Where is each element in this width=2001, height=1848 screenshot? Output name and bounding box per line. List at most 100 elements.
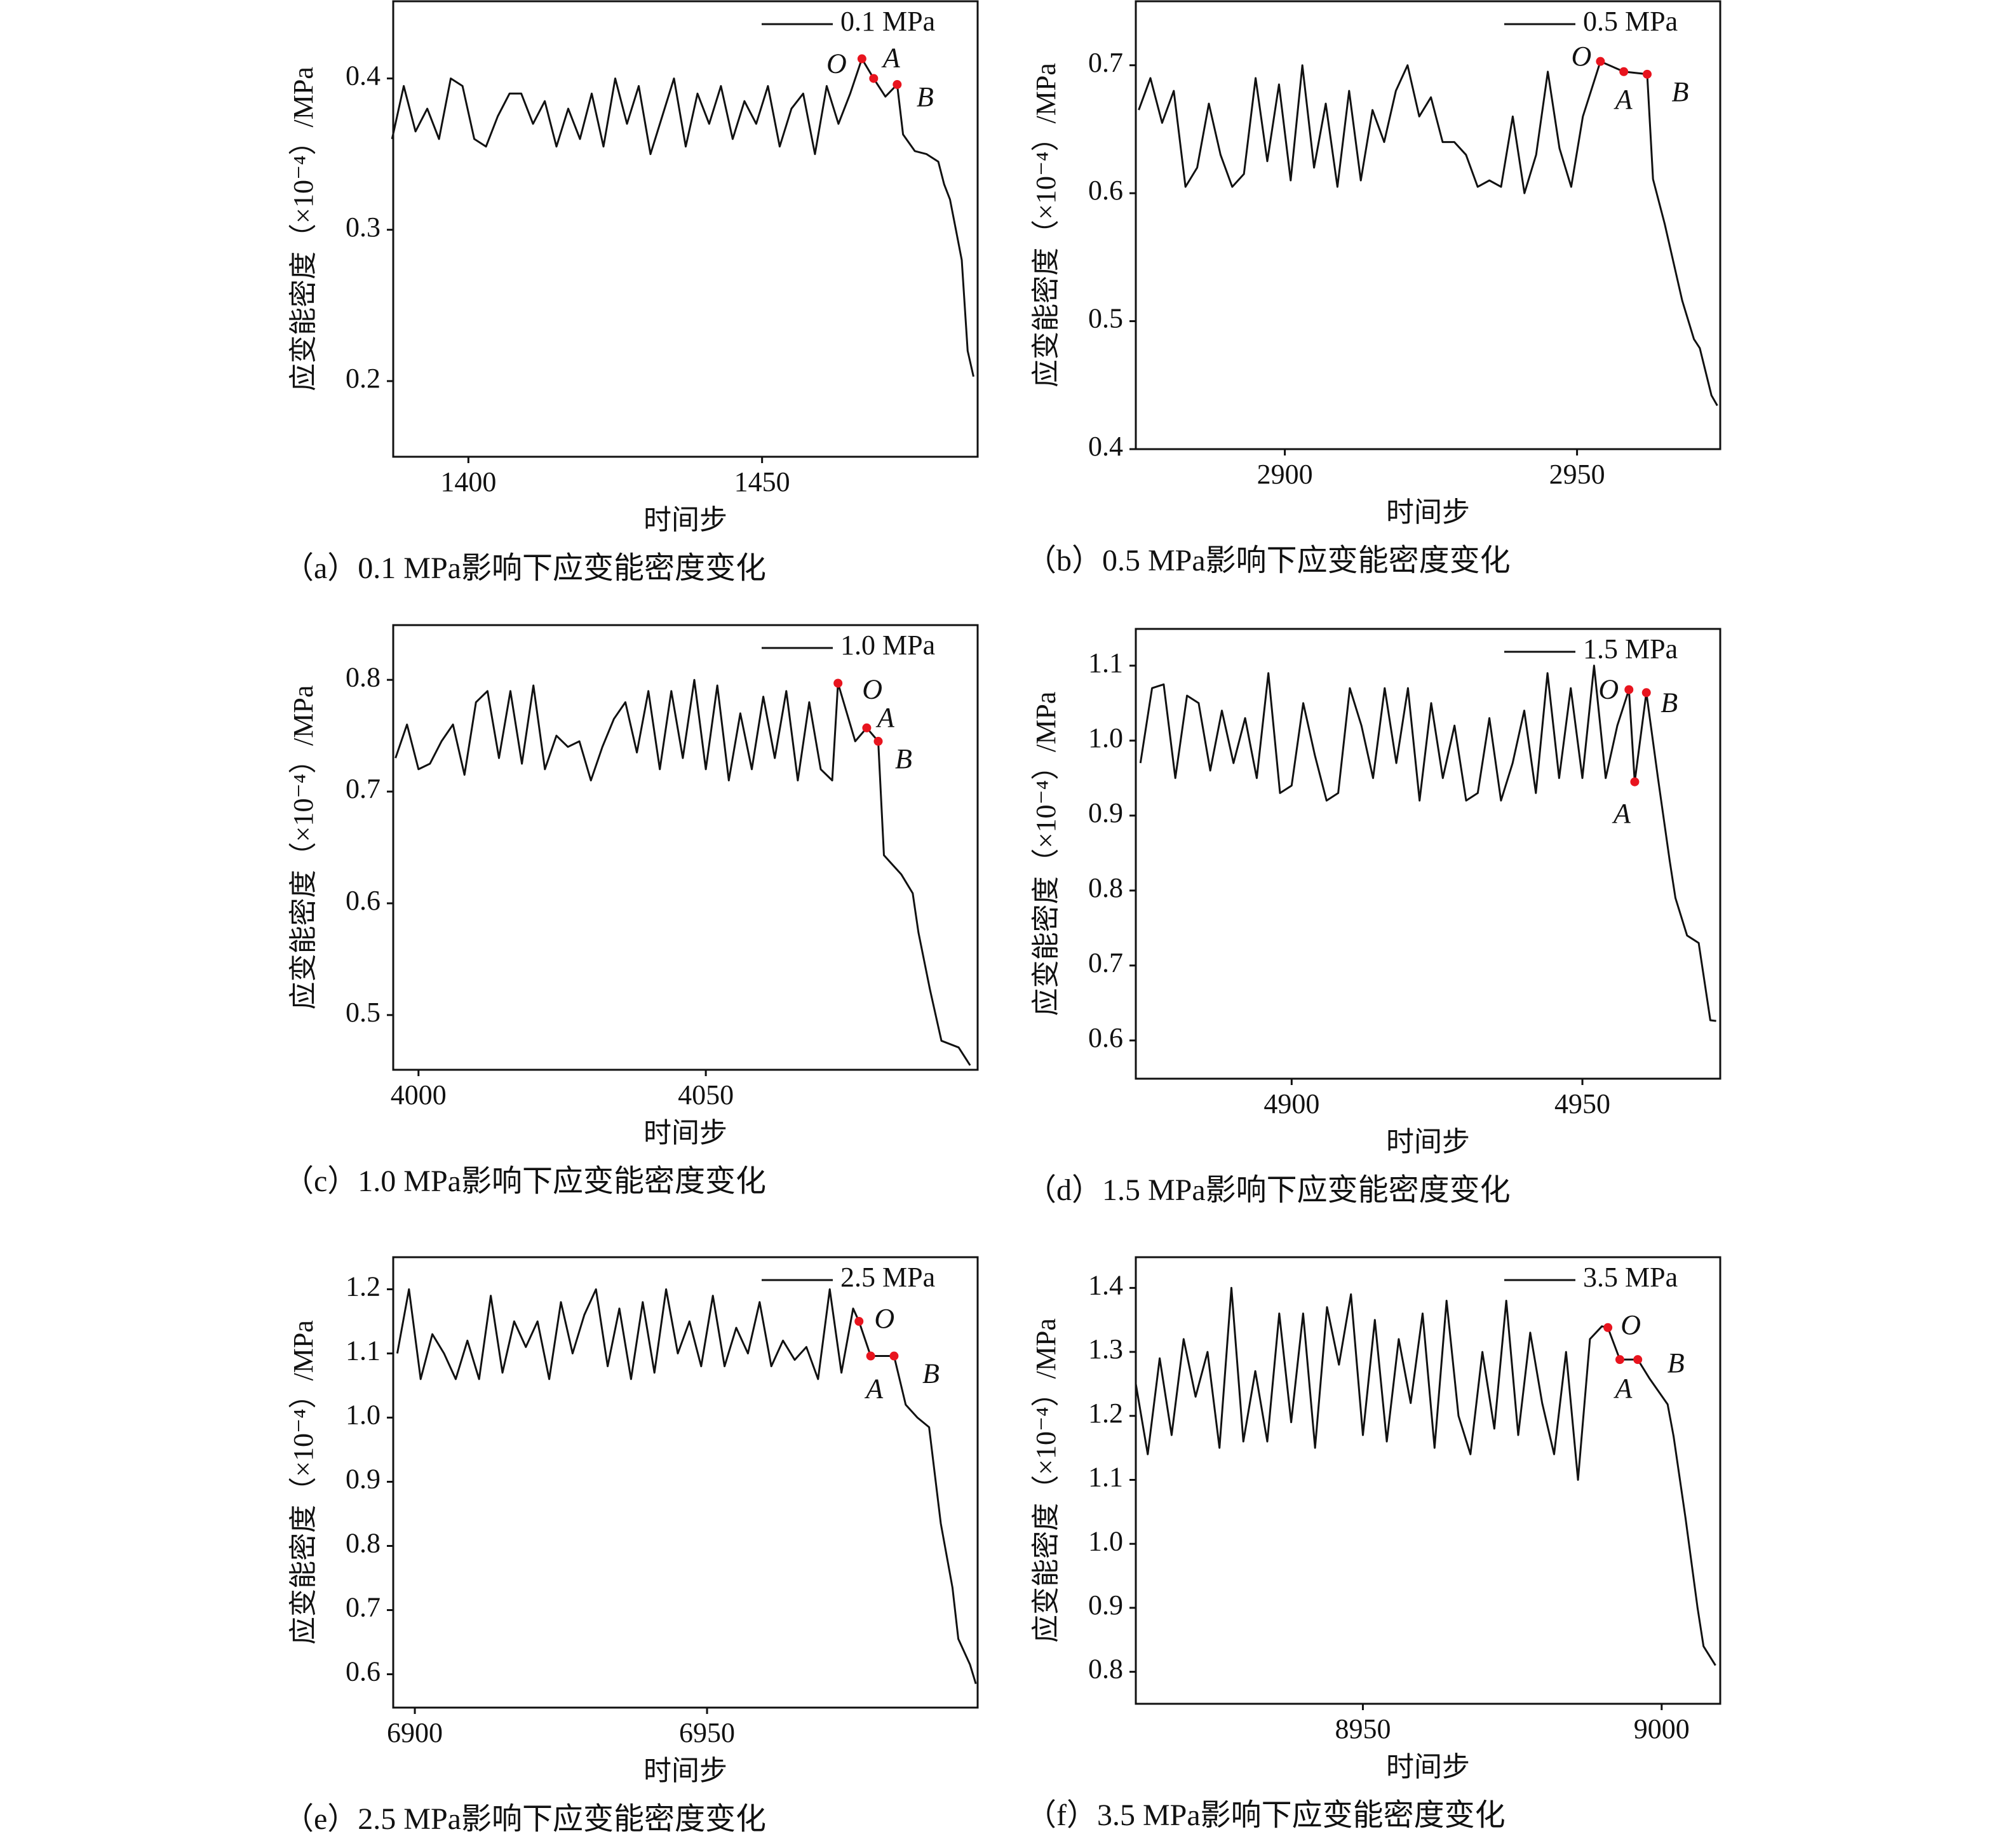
key-point: [1630, 777, 1640, 786]
caption: （c）1.0 MPa影响下应变能密度变化: [283, 1164, 766, 1198]
data-line: [394, 678, 971, 1066]
x-tick-label: 6950: [679, 1717, 735, 1748]
plot-frame: [392, 624, 979, 1071]
y-axis-title: 应变能密度（×10⁻⁴）/MPa: [1030, 1318, 1061, 1643]
y-axis-title: 应变能密度（×10⁻⁴）/MPa: [288, 67, 319, 391]
y-tick-label: 0.6: [1088, 175, 1123, 206]
y-tick-label: 0.8: [346, 661, 381, 692]
caption: （a）0.1 MPa影响下应变能密度变化: [283, 551, 766, 585]
legend-label: 1.0 MPa: [840, 630, 935, 661]
x-axis-title: 时间步: [643, 1755, 727, 1786]
key-point: [1633, 1355, 1643, 1365]
key-point: [862, 723, 872, 732]
y-tick-label: 0.5: [1088, 303, 1123, 334]
y-tick-label: 0.4: [1088, 431, 1123, 462]
x-tick-label: 6900: [387, 1717, 443, 1748]
y-tick-label: 1.0: [1088, 1525, 1123, 1556]
y-tick-label: 0.2: [346, 363, 381, 394]
y-tick-label: 0.9: [1088, 1589, 1123, 1621]
chart-panel: 0.8 0.9 1.0 1.1 1.2 1.3 1.4 8950 9000 时间步 应变能密度（×1…: [1026, 1256, 1721, 1832]
key-point: [857, 54, 866, 64]
y-axis-title: 应变能密度（×10⁻⁴）/MPa: [1030, 692, 1061, 1016]
x-tick-label: 2900: [1257, 459, 1313, 490]
x-tick-label: 2950: [1549, 459, 1605, 490]
y-tick-label: 1.2: [1088, 1398, 1123, 1429]
y-axis-title: 应变能密度（×10⁻⁴）/MPa: [288, 1320, 319, 1645]
key-point-label: B: [895, 743, 912, 774]
y-tick-label: 0.5: [346, 997, 381, 1028]
y-tick-label: 0.8: [1088, 1654, 1123, 1685]
key-point-label: O: [826, 48, 847, 79]
key-point-label: O: [1620, 1309, 1641, 1340]
key-point: [1596, 57, 1605, 66]
key-point-label: O: [1572, 41, 1592, 72]
key-point: [1643, 69, 1652, 79]
y-axis-title: 应变能密度（×10⁻⁴）/MPa: [288, 685, 319, 1010]
y-tick-label: 0.6: [1088, 1022, 1123, 1053]
plot-frame: [1135, 0, 1721, 450]
key-point: [1641, 688, 1651, 698]
y-tick-label: 1.4: [1088, 1269, 1123, 1300]
y-tick-label: 1.0: [1088, 722, 1123, 753]
data-line: [1135, 1286, 1716, 1666]
y-tick-label: 0.4: [346, 60, 381, 91]
key-point: [873, 736, 883, 746]
key-point-label: A: [864, 1373, 884, 1405]
key-point-label: A: [875, 702, 895, 733]
y-tick-label: 1.0: [346, 1399, 381, 1431]
key-point: [1619, 67, 1629, 76]
chart-panel: 0.6 0.7 0.8 0.9 1.0 1.1 4900 4950 时间步 应变能密度（×10⁻⁴…: [1026, 628, 1721, 1207]
key-point: [854, 1316, 864, 1326]
legend-label: 1.5 MPa: [1583, 633, 1678, 664]
y-tick-label: 0.6: [346, 1656, 381, 1687]
y-tick-label: 0.7: [1088, 947, 1123, 978]
key-point: [869, 74, 879, 83]
key-point: [866, 1351, 875, 1361]
key-point-label: O: [1598, 674, 1619, 705]
legend-label: 2.5 MPa: [840, 1262, 935, 1293]
y-tick-label: 0.9: [1088, 797, 1123, 828]
caption: （b）0.5 MPa影响下应变能密度变化: [1026, 544, 1511, 577]
x-tick-label: 1400: [440, 466, 496, 497]
x-tick-label: 8950: [1335, 1713, 1391, 1744]
x-axis-title: 时间步: [1386, 497, 1470, 528]
x-tick-label: 1450: [734, 466, 790, 497]
key-point-label: B: [1661, 687, 1678, 718]
key-point: [1603, 1323, 1613, 1332]
key-point: [1615, 1355, 1624, 1365]
key-point: [833, 678, 843, 688]
y-tick-label: 1.1: [346, 1335, 381, 1366]
y-tick-label: 1.1: [1088, 1462, 1123, 1493]
y-tick-label: 0.7: [346, 773, 381, 804]
x-tick-label: 4900: [1263, 1088, 1319, 1119]
caption: （f）3.5 MPa影响下应变能密度变化: [1026, 1798, 1506, 1832]
key-point-label: A: [1614, 84, 1633, 115]
key-point-label: B: [922, 1358, 940, 1389]
chart-panel: 0.6 0.7 0.8 0.9 1.0 1.1 1.2 6900 6950 时间步 应变能密度（×1…: [283, 1256, 979, 1836]
x-tick-label: 4050: [678, 1079, 734, 1110]
y-tick-label: 1.3: [1088, 1333, 1123, 1365]
x-axis-title: 时间步: [1386, 1751, 1470, 1783]
key-point-label: B: [917, 81, 934, 112]
y-tick-label: 1.1: [1088, 647, 1123, 678]
caption: （e）2.5 MPa影响下应变能密度变化: [283, 1802, 766, 1836]
x-tick-label: 4950: [1554, 1088, 1610, 1119]
y-tick-label: 1.2: [346, 1271, 381, 1302]
chart-panel: 0.5 0.6 0.7 0.8 4000 4050 时间步 应变能密度（×10⁻⁴）/MPa （…: [283, 624, 979, 1198]
key-point-label: B: [1672, 76, 1689, 107]
key-point: [889, 1351, 899, 1361]
y-tick-label: 0.8: [1088, 872, 1123, 903]
key-point: [893, 80, 902, 90]
data-line: [391, 58, 974, 377]
y-axis-title: 应变能密度（×10⁻⁴）/MPa: [1030, 63, 1061, 388]
x-tick-label: 4000: [391, 1079, 447, 1110]
key-point: [1624, 685, 1634, 694]
key-point-label: A: [1614, 1373, 1633, 1404]
key-point-label: A: [1612, 798, 1631, 829]
chart-panel: 0.4 0.5 0.6 0.7 2900 2950 时间步 应变能密度（×10⁻⁴）/MPa （…: [1026, 0, 1721, 577]
key-point-label: O: [874, 1303, 894, 1334]
y-tick-label: 0.7: [1088, 47, 1123, 78]
y-tick-label: 0.7: [346, 1592, 381, 1623]
